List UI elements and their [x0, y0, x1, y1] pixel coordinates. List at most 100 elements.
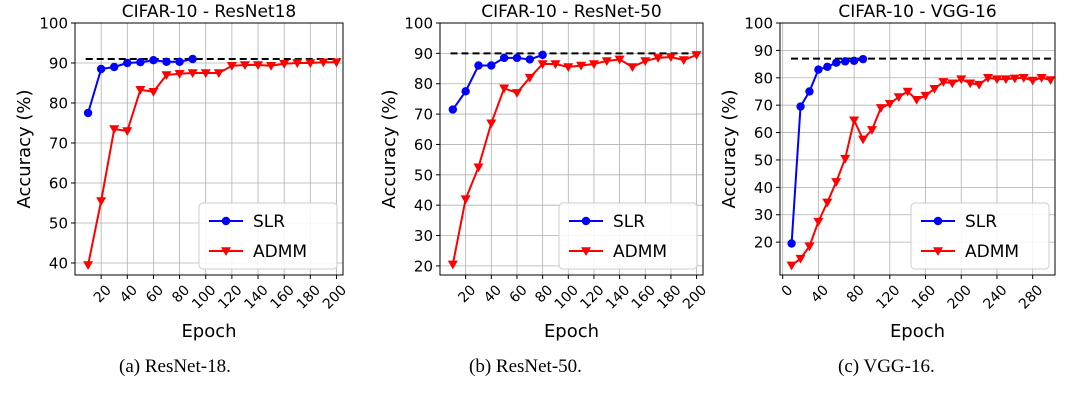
- x-tick-label: 280: [1016, 282, 1046, 312]
- data-point-admm: [786, 261, 797, 271]
- data-point-admm: [563, 63, 574, 73]
- legend: SLR ADMM: [198, 202, 338, 270]
- x-tick-label: 200: [320, 282, 350, 312]
- legend-label-admm: ADMM: [613, 242, 667, 262]
- y-tick-label: 90: [414, 45, 433, 63]
- x-tick-label: 160: [268, 282, 298, 312]
- x-tick-label: 180: [654, 282, 684, 312]
- data-point-slr: [136, 58, 145, 67]
- data-point-slr: [805, 87, 814, 96]
- x-tick-label: 100: [189, 282, 219, 312]
- data-point-slr: [814, 65, 823, 74]
- data-point-slr: [123, 58, 132, 68]
- y-tick-label: 30: [754, 206, 773, 224]
- data-point-slr: [448, 105, 458, 114]
- data-point-admm: [239, 61, 250, 70]
- data-point-admm: [511, 89, 522, 98]
- data-point-slr: [858, 54, 868, 64]
- y-tick-label: 90: [754, 42, 773, 60]
- legend: SLR ADMM: [558, 202, 698, 270]
- data-point-admm: [627, 63, 638, 73]
- y-tick-label: 100: [39, 15, 68, 33]
- chart-title: CIFAR-10 - ResNet-50: [481, 2, 662, 22]
- data-point-admm: [929, 84, 940, 94]
- data-point-slr: [162, 57, 171, 66]
- data-point-admm: [200, 69, 211, 78]
- x-axis-label: Epoch: [544, 321, 599, 342]
- data-point-admm: [213, 69, 224, 78]
- data-point-admm: [822, 198, 833, 208]
- data-point-admm: [305, 59, 316, 68]
- y-tick-label: 40: [414, 197, 433, 215]
- x-tick-label: 160: [629, 282, 659, 312]
- data-point-admm: [1000, 75, 1011, 85]
- data-point-slr: [832, 58, 841, 67]
- x-tick-label: 120: [873, 282, 903, 312]
- x-tick-label: 180: [294, 282, 324, 312]
- data-point-admm: [974, 80, 985, 90]
- x-tick-label: 160: [909, 282, 939, 312]
- y-tick-label: 50: [414, 166, 433, 184]
- y-tick-label: 80: [414, 75, 433, 93]
- y-tick-label: 80: [49, 95, 68, 113]
- data-point-admm: [893, 93, 904, 102]
- data-point-admm: [1045, 76, 1056, 85]
- data-point-admm: [804, 242, 815, 252]
- data-point-admm: [148, 88, 159, 97]
- legend-label-slr: SLR: [613, 212, 645, 232]
- data-point-admm: [447, 260, 458, 270]
- data-point-slr: [512, 53, 522, 63]
- caption-b: (b) ResNet-50.: [469, 356, 582, 377]
- x-tick-label: 120: [577, 282, 607, 312]
- x-tick-label: 40: [808, 282, 832, 306]
- y-tick-label: 70: [754, 97, 773, 115]
- data-point-admm: [902, 87, 913, 97]
- y-tick-label: 20: [754, 234, 773, 252]
- x-axis-label: Epoch: [181, 321, 236, 342]
- data-point-slr: [538, 50, 547, 60]
- x-tick-label: 100: [552, 282, 582, 312]
- y-tick-label: 60: [754, 124, 773, 142]
- data-point-admm: [849, 116, 860, 126]
- x-tick-label: 140: [241, 282, 271, 312]
- data-point-admm: [884, 100, 895, 109]
- data-point-admm: [1027, 76, 1038, 86]
- data-point-slr: [525, 55, 535, 64]
- data-point-admm: [665, 53, 676, 63]
- legend-marker-slr: [933, 216, 943, 226]
- legend-marker-slr: [581, 216, 591, 226]
- data-point-admm: [537, 60, 548, 69]
- data-point-admm: [983, 74, 994, 83]
- x-tick-label: 200: [945, 282, 975, 312]
- data-point-admm: [576, 61, 587, 71]
- legend-label-slr: SLR: [965, 212, 997, 232]
- x-tick-label: 140: [603, 282, 633, 312]
- caption-a: (a) ResNet-18.: [119, 356, 231, 377]
- data-point-admm: [122, 127, 133, 136]
- x-tick-label: 20: [91, 282, 115, 306]
- data-point-admm: [678, 56, 689, 66]
- y-tick-label: 100: [404, 15, 433, 33]
- data-point-admm: [187, 69, 198, 78]
- data-point-admm: [795, 254, 806, 264]
- y-tick-label: 20: [414, 257, 433, 275]
- data-point-admm: [831, 178, 842, 187]
- chart-title: CIFAR-10 - VGG-16: [838, 2, 996, 22]
- data-point-slr: [461, 87, 470, 96]
- data-point-admm: [614, 55, 625, 65]
- data-point-admm: [1036, 74, 1047, 83]
- y-tick-label: 90: [49, 55, 68, 73]
- data-point-admm: [947, 79, 958, 89]
- x-tick-label: 40: [481, 282, 505, 306]
- x-tick-label: 120: [215, 282, 245, 312]
- data-point-admm: [920, 91, 931, 101]
- legend-marker-admm: [221, 247, 231, 256]
- data-point-admm: [875, 104, 886, 113]
- y-tick-label: 80: [754, 69, 773, 87]
- y-tick-label: 40: [49, 255, 68, 273]
- data-point-admm: [813, 217, 824, 227]
- data-point-slr: [149, 56, 158, 65]
- data-point-admm: [83, 261, 94, 270]
